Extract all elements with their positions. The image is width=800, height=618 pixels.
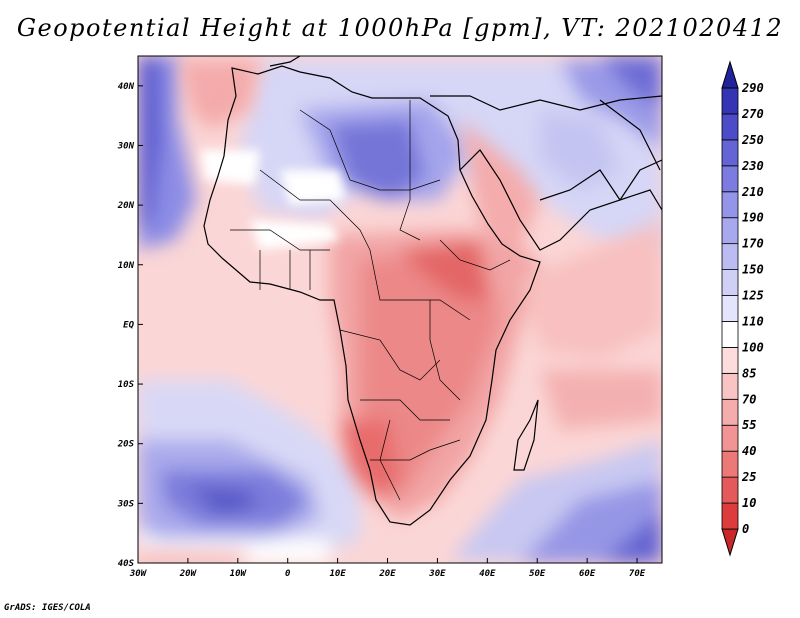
lon-tick-label: 10W: [230, 569, 248, 579]
lat-tick-label: 20N: [117, 201, 135, 211]
lon-tick-label: 30W: [129, 569, 148, 579]
colorbar-high-arrow: [721, 60, 739, 89]
colorbar-swatch: [721, 243, 739, 270]
country-borders: [230, 100, 511, 501]
colorbar-label: 290: [741, 81, 764, 95]
colorbar-label: 170: [742, 237, 764, 251]
grads-credit: GrADS: IGES/COLA: [4, 603, 91, 613]
colorbar-swatch: [721, 165, 739, 193]
colorbar-swatch: [721, 450, 739, 478]
lat-tick-label: EQ: [123, 320, 134, 330]
latitude-axis: 40N 30N 20N 10N EQ 10S 20S 30S 40S: [117, 82, 143, 569]
colorbar-label: 40: [742, 444, 756, 458]
lon-tick-label: 0: [285, 569, 291, 579]
lat-tick-label: 10S: [118, 380, 135, 390]
lon-tick-label: 60E: [579, 569, 596, 579]
lon-tick-label: 20W: [179, 569, 198, 579]
colorbar-swatch: [721, 502, 739, 530]
colorbar-swatch: [721, 269, 739, 296]
lat-tick-label: 40N: [118, 82, 135, 92]
colorbar-label: 125: [742, 289, 764, 303]
lon-tick-label: 40E: [479, 569, 496, 579]
colorbar-label: 70: [742, 392, 756, 406]
colorbar-swatch: [721, 424, 739, 452]
colorbar-swatch: [721, 295, 739, 322]
colorbar-label: 150: [742, 263, 764, 277]
colorbar-swatch: [721, 191, 739, 219]
colorbar-label: 10: [742, 496, 756, 510]
colorbar-swatch: [721, 372, 739, 400]
colorbar-label: 0: [742, 522, 749, 536]
lon-tick-label: 10E: [329, 569, 346, 579]
colorbar-swatch: [721, 398, 739, 426]
colorbar-swatch: [721, 321, 739, 348]
lat-tick-label: 30S: [117, 499, 135, 509]
lat-tick-label: 20S: [117, 440, 135, 450]
lon-tick-label: 70E: [629, 569, 646, 579]
colorbar-label: 270: [741, 107, 764, 121]
colorbar-label: 55: [742, 418, 756, 432]
colorbar-swatch: [721, 113, 739, 141]
lat-tick-label: 30N: [117, 141, 135, 151]
colorbar-swatch: [721, 217, 739, 245]
coastlines: [203, 56, 662, 526]
lon-tick-label: 50E: [529, 569, 546, 579]
height-field: [138, 56, 662, 563]
colorbar-label: 85: [742, 366, 756, 380]
longitude-axis: 30W 20W 10W 0 10E 20E 30E 40E 50E 60E 70E: [129, 558, 646, 579]
colorbar-swatch: [721, 87, 739, 115]
colorbar-label: 230: [741, 159, 764, 173]
colorbar-low-arrow: [721, 528, 739, 557]
lat-tick-label: 10N: [118, 261, 135, 271]
chart-title: Geopotential Height at 1000hPa [gpm], VT…: [16, 14, 784, 42]
lon-tick-label: 20E: [378, 569, 396, 579]
colorbar-label: 100: [742, 340, 764, 354]
colorbar-swatch: [721, 476, 739, 504]
lon-tick-label: 30E: [428, 569, 446, 579]
colorbar: 0 10 25 40 55 70 85 100 110 125 150 170 190 210 230 250…: [721, 60, 764, 557]
colorbar-swatch: [721, 139, 739, 167]
colorbar-label: 190: [742, 211, 764, 225]
plot-frame: [137, 55, 663, 564]
colorbar-swatch: [721, 347, 739, 374]
colorbar-label: 250: [741, 133, 764, 147]
lat-tick-label: 40S: [118, 559, 135, 569]
colorbar-label: 210: [741, 185, 764, 199]
colorbar-label: 25: [741, 470, 756, 484]
colorbar-label: 110: [742, 314, 764, 328]
